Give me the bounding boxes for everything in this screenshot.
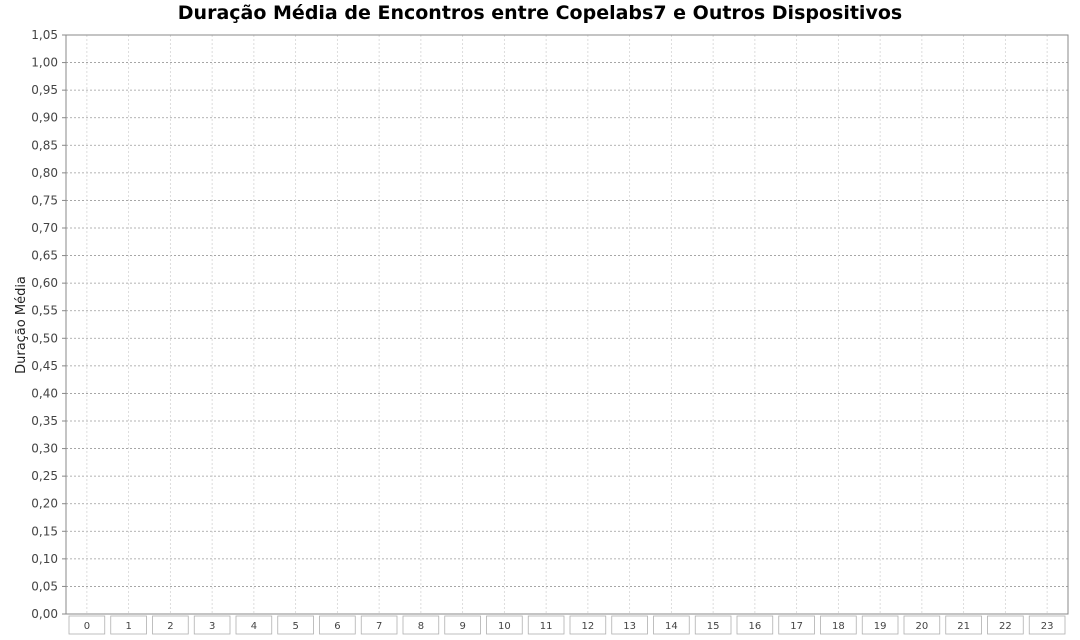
y-tick-label: 0,25 [31,469,58,483]
x-category-box [444,615,481,635]
y-axis-label: Duração Média [14,276,29,374]
x-tick-label: 10 [498,621,511,632]
y-axis: 0,00 0,05 0,10 0,15 0,20 0,25 0,30 0,35 0,40 0,45… [31,28,66,621]
y-tick-label: 0,35 [31,414,58,428]
y-tick-label: 0,10 [31,552,58,566]
x-category-box [277,615,314,635]
y-tick-label: 1,00 [31,56,58,70]
x-tick-label: 14 [665,621,678,632]
x-tick-label: 6 [334,621,340,632]
y-tick-label: 0,90 [31,111,58,125]
y-tick-label: 0,70 [31,221,58,235]
x-category-box [987,615,1024,635]
x-tick-label: 9 [459,621,465,632]
x-category-box [1028,615,1066,635]
y-tick-label: 0,00 [31,607,58,621]
y-tick-label: 0,55 [31,304,58,318]
x-axis: 0 1 2 3 4 5 6 7 8 9 10 11 12 13 14 15 16 17 18 19 20 21 22 23 [68,615,1066,635]
x-tick-label: 18 [832,621,845,632]
x-category-box [694,615,732,635]
x-category-box [68,615,106,635]
y-tick-label: 0,95 [31,83,58,97]
x-tick-label: 0 [84,621,90,632]
x-tick-label: 12 [582,621,595,632]
x-tick-label: 23 [1041,621,1054,632]
y-tick-label: 0,80 [31,166,58,180]
x-tick-label: 17 [790,621,803,632]
x-category-box [193,615,231,635]
x-tick-label: 21 [957,621,970,632]
x-category-box [360,615,398,635]
y-tick-label: 0,60 [31,276,58,290]
y-tick-label: 0,20 [31,497,58,511]
x-category-box [319,615,356,635]
x-category-box [736,615,774,635]
y-tick-label: 0,15 [31,524,58,538]
x-category-box [653,615,690,635]
y-tick-label: 0,75 [31,193,58,207]
x-tick-label: 15 [707,621,720,632]
x-category-box [527,615,565,635]
x-tick-label: 7 [376,621,382,632]
x-category-box [569,615,607,635]
x-tick-label: 11 [540,621,553,632]
x-category-box [486,615,523,635]
x-tick-label: 4 [251,621,257,632]
x-category-box [820,615,857,635]
x-tick-label: 8 [418,621,424,632]
y-tick-label: 0,05 [31,579,58,593]
y-tick-label: 0,30 [31,442,58,456]
x-tick-label: 19 [874,621,887,632]
y-tick-label: 0,65 [31,249,58,263]
y-tick-label: 0,85 [31,138,58,152]
x-category-box [235,615,273,635]
x-tick-label: 22 [999,621,1012,632]
x-category-box [778,615,815,635]
plot-area [65,34,1069,615]
x-category-box [152,615,189,635]
y-tick-label: 0,40 [31,386,58,400]
x-category-box [611,615,648,635]
x-category-box [861,615,899,635]
x-tick-label: 2 [167,621,173,632]
grid-lines [66,35,1068,614]
y-tick-label: 0,45 [31,359,58,373]
y-tick-label: 0,50 [31,331,58,345]
chart-title: Duração Média de Encontros entre Copelab… [177,2,903,24]
x-tick-label: 1 [125,621,131,632]
x-tick-label: 13 [623,621,636,632]
x-category-box [945,615,982,635]
x-tick-label: 20 [916,621,929,632]
y-tick-label: 1,05 [31,28,58,42]
x-category-box [110,615,147,635]
x-tick-label: 3 [209,621,215,632]
x-category-box [402,615,440,635]
x-tick-label: 16 [749,621,762,632]
x-tick-label: 5 [292,621,298,632]
x-category-box [903,615,941,635]
